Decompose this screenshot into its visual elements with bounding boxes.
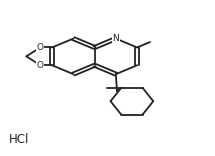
Text: O: O xyxy=(37,61,44,70)
Text: HCl: HCl xyxy=(9,133,30,146)
Text: N: N xyxy=(112,34,119,43)
Text: O: O xyxy=(37,43,44,52)
